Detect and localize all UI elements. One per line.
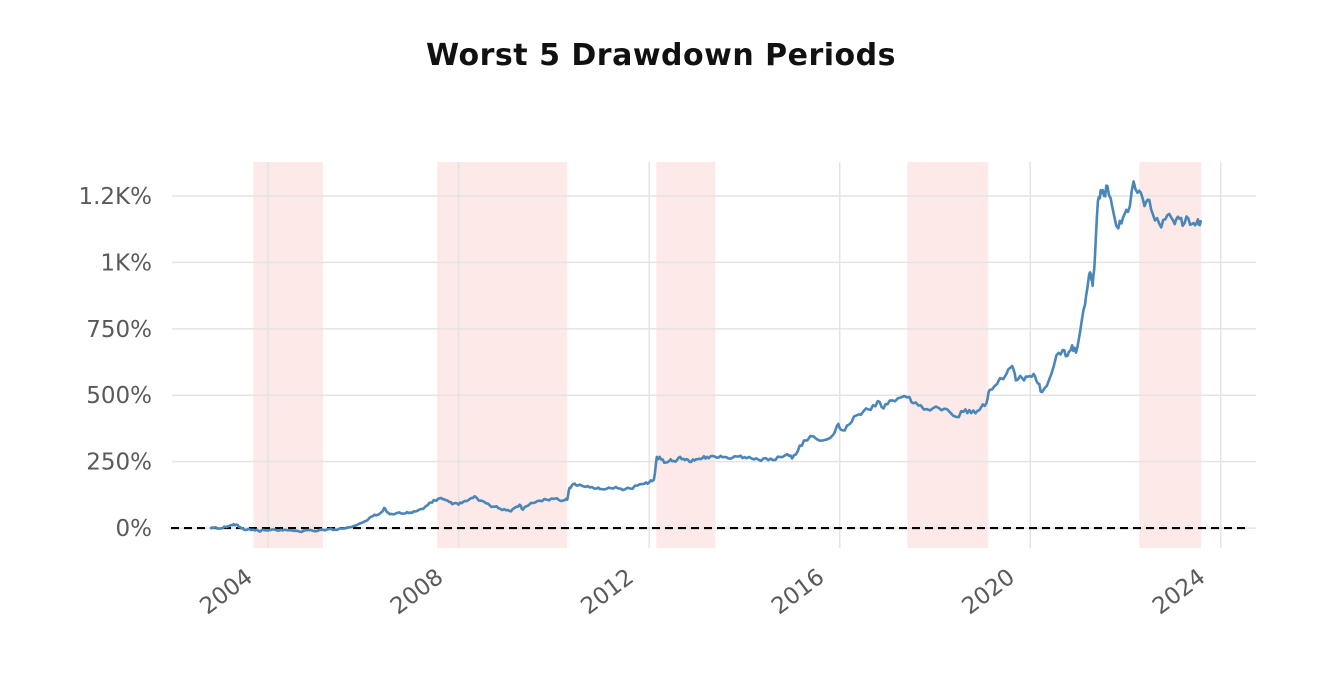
y-tick-label: 1.2K% (78, 184, 152, 210)
drawdown-band (907, 162, 989, 548)
x-tick-label: 2012 (576, 564, 638, 620)
y-tick-label: 750% (86, 317, 152, 343)
returns-line (209, 180, 1202, 534)
y-tick-label: 250% (86, 450, 152, 476)
drawdown-band (1139, 162, 1202, 548)
drawdown-band (437, 162, 568, 548)
drawdown-band (253, 162, 323, 548)
drawdown-band (656, 162, 716, 548)
x-tick-label: 2008 (386, 564, 448, 620)
x-tick-label: 2016 (767, 564, 829, 620)
y-tick-label: 0% (116, 516, 153, 542)
x-tick-label: 2004 (195, 564, 257, 620)
chart-title: Worst 5 Drawdown Periods (426, 38, 896, 73)
x-tick-label: 2024 (1148, 564, 1210, 620)
y-tick-label: 1K% (100, 250, 152, 276)
x-tick-label: 2020 (957, 564, 1019, 620)
y-tick-label: 500% (86, 383, 152, 409)
